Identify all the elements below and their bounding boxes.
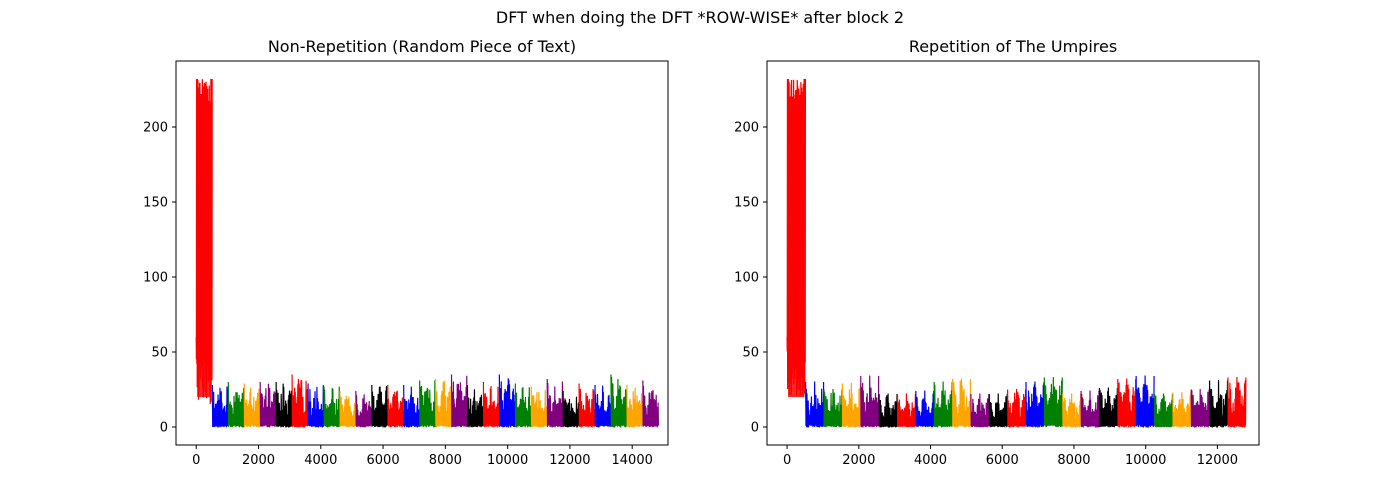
- series-segment-12: [1025, 381, 1045, 428]
- series-segment-25: [610, 374, 628, 428]
- y-tick-label: 200: [734, 121, 759, 136]
- chart-title-non-repetition: Non-Repetition (Random Piece of Text): [268, 37, 576, 56]
- x-tick-label: 14000: [612, 453, 653, 468]
- x-tick-label: 4000: [304, 453, 337, 468]
- y-tick-label: 50: [151, 346, 168, 361]
- series-segment-13: [419, 380, 436, 428]
- series-segment-10: [371, 384, 388, 428]
- series-segment-6: [915, 390, 935, 428]
- series-segment-20: [530, 386, 548, 428]
- series-segment-17: [1117, 378, 1137, 428]
- series-segment-0: [211, 384, 229, 428]
- x-tick-label: 8000: [429, 453, 462, 468]
- chart-title-repetition: Repetition of The Umpires: [909, 37, 1117, 56]
- series-segment-5: [291, 374, 309, 428]
- series-segment-19: [1153, 393, 1174, 428]
- x-tick-label: 0: [192, 453, 200, 468]
- series-segment-17: [482, 381, 500, 428]
- series-segment-27: [642, 380, 660, 428]
- x-tick-label: 10000: [1125, 453, 1166, 468]
- series-segment-18: [1135, 375, 1155, 428]
- x-tick-label: 8000: [1057, 453, 1090, 468]
- series-segment-8: [951, 378, 972, 428]
- series-segment-6: [307, 383, 325, 428]
- series-segment-21: [546, 378, 564, 428]
- series-segment-11: [1007, 388, 1027, 428]
- plot-area: [786, 78, 1247, 428]
- x-tick-label: 12000: [1197, 453, 1238, 468]
- series-segment-1: [823, 388, 843, 428]
- panel-repetition: Repetition of The Umpires 0 2000 4000 6000 8…: [734, 37, 1260, 468]
- series-segment-19: [514, 383, 532, 428]
- series-segment-14: [1062, 393, 1082, 428]
- series-segment-3: [860, 375, 880, 428]
- x-tick-label: 12000: [549, 453, 590, 468]
- series-segment-4: [275, 381, 293, 428]
- y-tick-label: 50: [742, 346, 759, 361]
- series-segment-7: [933, 381, 953, 428]
- x-tick-label: 6000: [986, 453, 1019, 468]
- x-tick-label: 2000: [842, 453, 875, 468]
- series-segment-3: [259, 381, 277, 428]
- series-segment-21: [1190, 388, 1210, 428]
- y-tick-label: 150: [143, 196, 168, 211]
- series-segment-15: [1080, 390, 1100, 428]
- series-segment-12: [403, 384, 420, 428]
- figure-title: DFT when doing the DFT *ROW-WISE* after …: [495, 8, 905, 27]
- series-segment-22: [1208, 379, 1229, 428]
- series-segment-14: [434, 378, 452, 428]
- series-segment-18: [498, 374, 516, 428]
- axes-frame: [766, 60, 1260, 446]
- series-segment-23: [1227, 376, 1247, 428]
- x-tick-label: 2000: [242, 453, 275, 468]
- series-segment-0: [805, 381, 825, 428]
- series-segment-8: [339, 390, 357, 428]
- panel-non-repetition: Non-Repetition (Random Piece of Text) 0 2…: [143, 37, 669, 468]
- series-segment-16: [1098, 387, 1118, 428]
- series-segment-15: [450, 374, 468, 428]
- series-segment-5: [896, 393, 916, 428]
- series-peak-band: [788, 101, 805, 397]
- y-tick-label: 100: [143, 271, 168, 286]
- series-segment-7: [323, 386, 341, 428]
- x-tick-label: 10000: [487, 453, 528, 468]
- x-tick-label: 0: [783, 453, 791, 468]
- series-segment-26: [626, 384, 644, 428]
- series-segment-9: [970, 393, 990, 428]
- axes-frame: [175, 60, 669, 446]
- series-segment-11: [387, 384, 404, 428]
- series-segment-23: [578, 383, 596, 428]
- series-segment-13: [1043, 376, 1063, 428]
- series-peak-band: [197, 101, 212, 397]
- series-segment-16: [466, 384, 484, 428]
- series-segment-9: [355, 390, 373, 428]
- y-tick-label: 0: [160, 421, 168, 436]
- series-segment-1: [227, 381, 245, 428]
- y-tick-label: 200: [143, 121, 168, 136]
- x-tick-label: 6000: [367, 453, 400, 468]
- y-tick-label: 150: [734, 196, 759, 211]
- series-segment-2: [243, 383, 261, 428]
- series-segment-22: [562, 390, 580, 428]
- plot-area: [195, 78, 660, 428]
- x-tick-label: 4000: [914, 453, 947, 468]
- y-tick-label: 0: [751, 421, 759, 436]
- series-segment-4: [878, 393, 898, 428]
- series-segment-10: [988, 393, 1008, 428]
- series-segment-20: [1172, 391, 1192, 428]
- series-segment-24: [594, 384, 612, 428]
- series-segment-2: [841, 382, 861, 428]
- y-tick-label: 100: [734, 271, 759, 286]
